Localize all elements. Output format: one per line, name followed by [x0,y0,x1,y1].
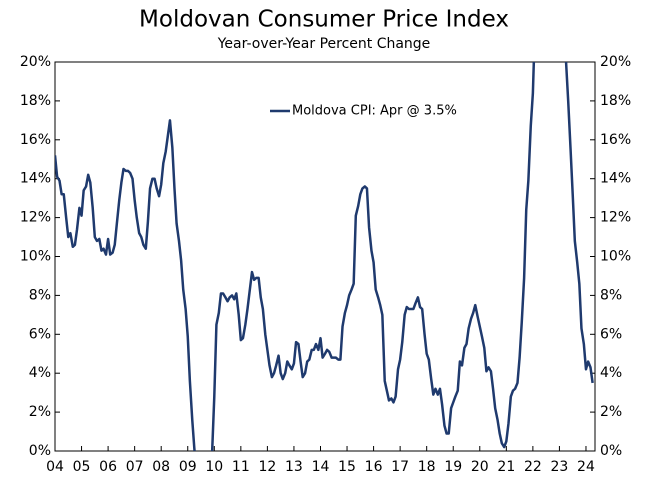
y2-tick-label: 12% [600,210,631,226]
x-tick-label: 05 [73,459,91,475]
y2-tick-label: 20% [600,54,631,70]
y-tick-label: 2% [29,404,51,420]
x-tick-label: 09 [179,459,197,475]
x-tick-label: 21 [497,459,515,475]
y2-tick-label: 8% [600,287,622,303]
y-tick-label: 12% [20,210,51,226]
y2-tick-label: 0% [600,443,622,459]
chart-title: Moldovan Consumer Price Index [139,7,509,33]
x-tick-label: 18 [418,459,436,475]
y2-tick-label: 6% [600,326,622,342]
x-tick-label: 20 [471,459,489,475]
y2-tick-label: 16% [600,132,631,148]
y-tick-label: 6% [29,326,51,342]
x-tick-label: 23 [551,459,569,475]
y-tick-label: 20% [20,54,51,70]
y2-tick-label: 14% [600,171,631,187]
y-tick-label: 14% [20,171,51,187]
x-tick-label: 16 [365,459,383,475]
series-line [55,62,594,451]
x-tick-label: 22 [524,459,542,475]
y-tick-label: 4% [29,365,51,381]
y-tick-label: 16% [20,132,51,148]
y2-tick-label: 18% [600,93,631,109]
chart-subtitle: Year-over-Year Percent Change [217,36,431,52]
x-tick-label: 12 [258,459,276,475]
y-tick-label: 8% [29,287,51,303]
x-tick-label: 13 [285,459,303,475]
x-tick-label: 06 [99,459,117,475]
x-tick-label: 11 [232,459,250,475]
x-tick-label: 24 [577,459,595,475]
y-tick-label: 10% [20,249,51,265]
x-tick-label: 10 [205,459,223,475]
y2-tick-label: 10% [600,249,631,265]
x-tick-label: 04 [46,459,64,475]
x-tick-label: 14 [312,459,330,475]
x-tick-label: 08 [152,459,170,475]
y-tick-label: 0% [29,443,51,459]
x-tick-label: 07 [126,459,144,475]
x-tick-label: 17 [391,459,409,475]
y2-tick-label: 4% [600,365,622,381]
plot-frame [54,61,596,452]
legend-label: Moldova CPI: Apr @ 3.5% [292,104,457,119]
y2-tick-label: 2% [600,404,622,420]
y-tick-label: 18% [20,93,51,109]
x-tick-label: 19 [444,459,462,475]
x-tick-label: 15 [338,459,356,475]
